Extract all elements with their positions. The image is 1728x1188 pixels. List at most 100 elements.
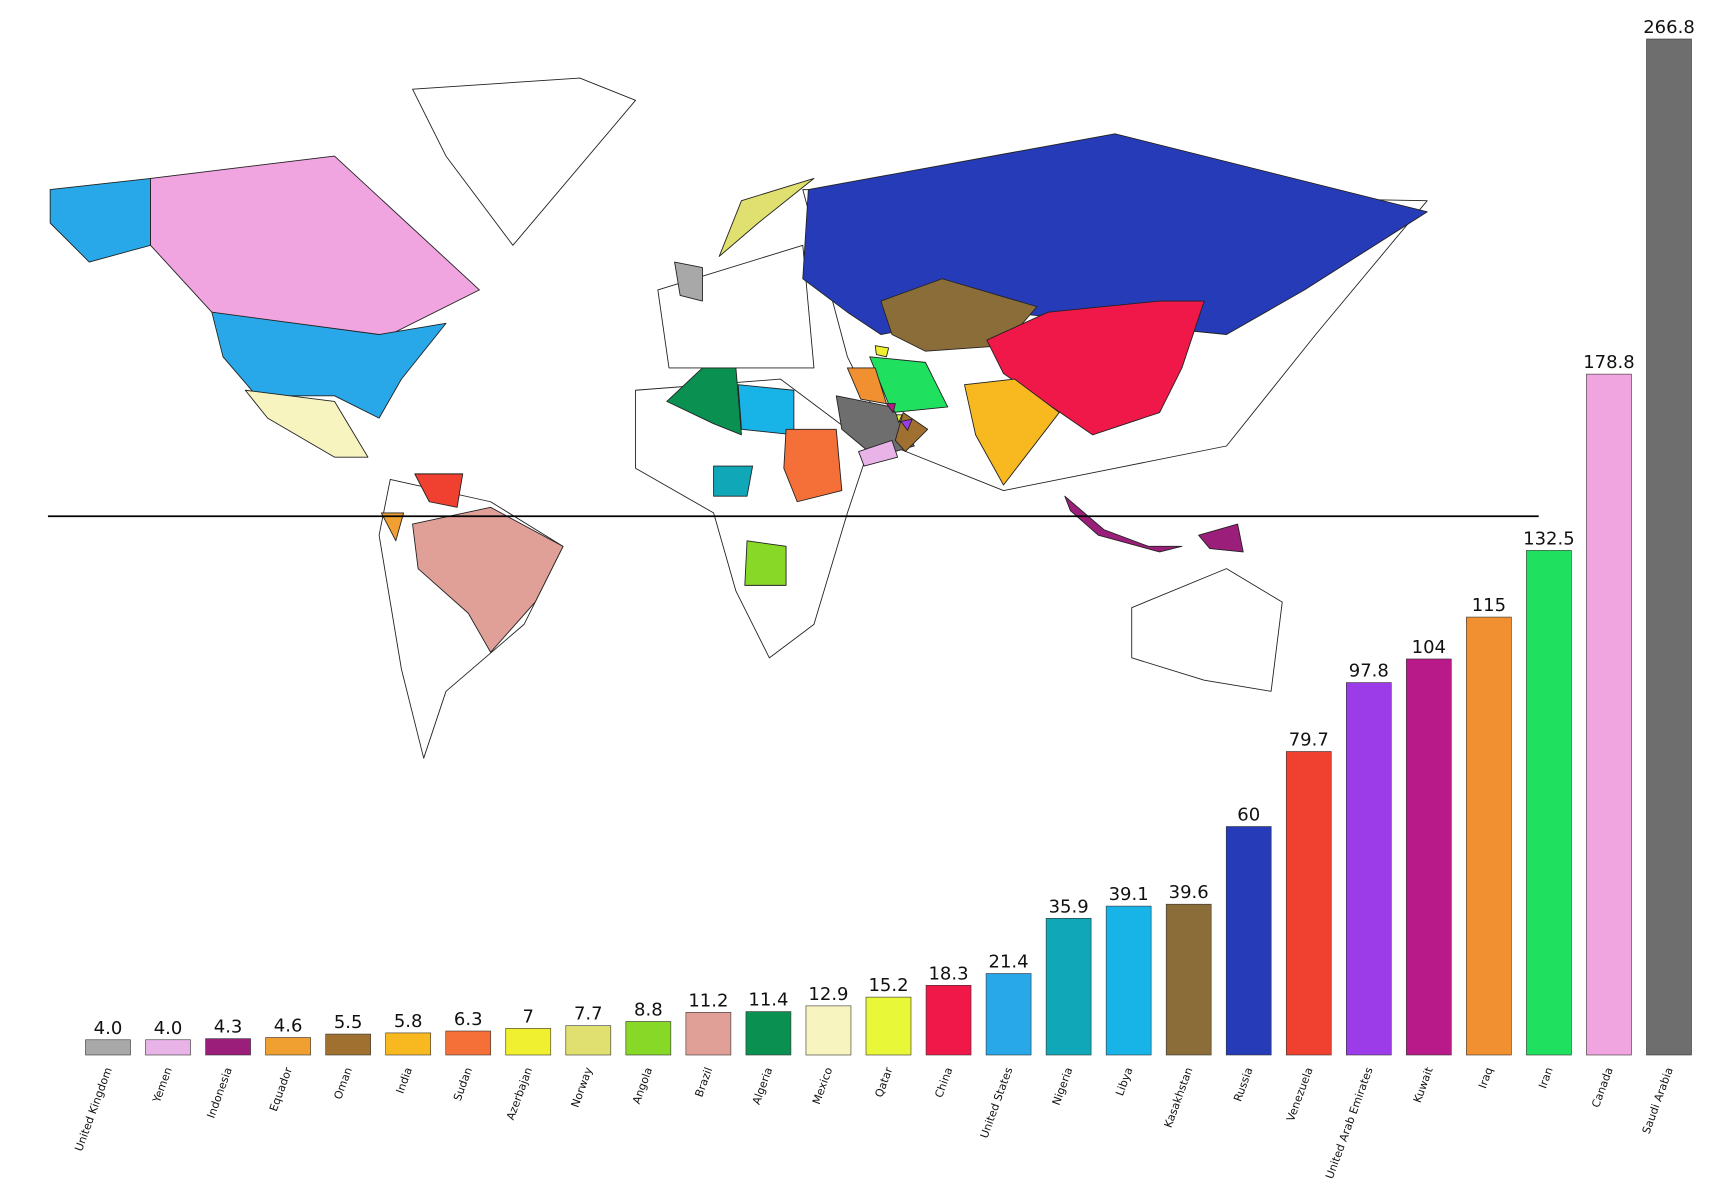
value-label: 39.1 (1109, 884, 1149, 905)
greenland (412, 77, 636, 246)
x-tick-label: Yemen (150, 1066, 175, 1106)
ecuador (380, 512, 405, 542)
x-tick-label: Venezuela (1284, 1066, 1316, 1124)
value-label: 115 (1472, 595, 1506, 616)
value-label: 266.8 (1643, 17, 1695, 38)
bar (385, 1032, 431, 1056)
value-label: 18.3 (928, 963, 968, 984)
azerbaijan (874, 345, 890, 358)
value-label: 5.8 (394, 1011, 423, 1032)
bar (565, 1025, 612, 1056)
value-label: 35.9 (1049, 896, 1089, 917)
x-tick-label: United Kingdom (72, 1066, 114, 1153)
bar (1165, 903, 1212, 1056)
x-tick-label: United States (978, 1065, 1016, 1140)
bar (505, 1028, 552, 1056)
x-tick-label: Mexico (810, 1065, 835, 1106)
x-tick-label: Russia (1231, 1066, 1255, 1104)
yemen (858, 439, 899, 467)
value-label: 4.0 (154, 1018, 183, 1039)
value-label: 11.2 (688, 990, 728, 1011)
value-label: 178.8 (1583, 352, 1635, 373)
x-tick-label: United Arab Emirates (1323, 1065, 1376, 1180)
value-label: 4.3 (214, 1017, 243, 1038)
bar (685, 1012, 732, 1056)
uae (900, 418, 913, 431)
brazil (412, 506, 564, 653)
value-label: 132.5 (1523, 528, 1575, 549)
angola (744, 540, 787, 586)
value-label: 7.7 (574, 1004, 603, 1025)
value-label: 97.8 (1349, 661, 1389, 682)
algeria (666, 367, 742, 436)
mexico (244, 389, 369, 458)
x-tick-label: Nigeria (1050, 1066, 1076, 1107)
bar (985, 973, 1032, 1056)
bar (925, 985, 972, 1056)
value-label: 8.8 (634, 999, 663, 1020)
bar (265, 1037, 311, 1056)
bar (745, 1011, 792, 1056)
bar (1586, 373, 1632, 1056)
bar (1346, 682, 1392, 1056)
value-label: 104 (1412, 637, 1446, 658)
value-label: 60 (1237, 805, 1260, 826)
bar (85, 1039, 131, 1056)
world-map (47, 77, 1539, 759)
bar (1466, 616, 1512, 1056)
value-label: 21.4 (989, 952, 1029, 973)
value-label: 7 (523, 1006, 534, 1027)
bar (1646, 38, 1692, 1056)
x-tick-label: Algeria (750, 1066, 775, 1107)
bar (1105, 905, 1152, 1056)
united-kingdom (674, 261, 703, 302)
x-tick-label: Kasakhstan (1162, 1066, 1196, 1130)
europe (657, 244, 815, 369)
x-tick-label: Equador (267, 1065, 295, 1113)
value-label: 39.6 (1169, 882, 1209, 903)
bar (1045, 917, 1092, 1056)
bar (445, 1030, 492, 1056)
x-tick-label: Azerbajan (504, 1066, 535, 1122)
bar (805, 1005, 852, 1056)
bar (205, 1038, 251, 1056)
x-tick-label: Saudi Arabia (1640, 1066, 1676, 1136)
bar (1225, 826, 1272, 1056)
bar (865, 996, 912, 1056)
nigeria (713, 465, 754, 497)
x-tick-label: Canada (1589, 1066, 1616, 1110)
bar (625, 1021, 672, 1056)
papua (1198, 523, 1244, 553)
canada (150, 155, 480, 341)
india (964, 378, 1060, 486)
value-label: 5.5 (334, 1012, 363, 1033)
indonesia (1064, 495, 1183, 553)
x-tick-label: Sudan (451, 1066, 475, 1103)
value-label: 15.2 (868, 975, 908, 996)
australia (1131, 568, 1283, 692)
qatar (896, 414, 903, 424)
x-tick-label: China (932, 1066, 955, 1100)
value-label: 12.9 (808, 984, 848, 1005)
kuwait (885, 403, 896, 413)
x-tick-label: Norway (569, 1065, 596, 1109)
x-tick-label: Libya (1113, 1066, 1135, 1098)
united-states (211, 311, 447, 419)
x-tick-label: Iraq (1476, 1066, 1496, 1091)
value-label: 4.6 (274, 1015, 303, 1036)
alaska (49, 177, 151, 263)
x-tick-label: India (394, 1066, 415, 1096)
libya (737, 384, 795, 436)
bar (1526, 550, 1572, 1056)
venezuela (414, 473, 464, 508)
x-tick-label: Brazil (692, 1066, 715, 1099)
value-label: 79.7 (1289, 729, 1329, 750)
x-tick-label: Oman (331, 1066, 355, 1102)
bar (1285, 751, 1332, 1056)
bar (325, 1033, 371, 1056)
x-tick-label: Indonesia (204, 1066, 234, 1120)
norway (718, 177, 815, 257)
x-tick-label: Qatar (873, 1065, 896, 1099)
x-tick-label: Iran (1536, 1066, 1556, 1091)
